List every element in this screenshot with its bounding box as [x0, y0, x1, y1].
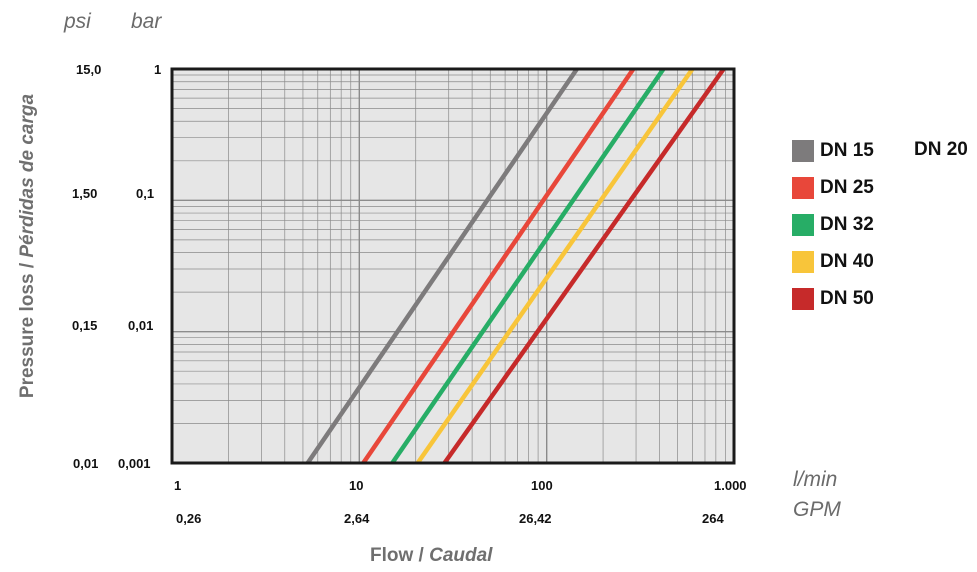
legend-swatch-dn32 [792, 214, 814, 236]
y-axis-title-main: Pressure loss / [17, 257, 38, 399]
series-line-dn25 [361, 67, 636, 465]
x-axis-title: Flow / Caudal [370, 545, 492, 567]
x-axis-title-main: Flow / [370, 545, 430, 566]
y-tick-bar-2: 0,01 [128, 318, 154, 333]
x-tick-gpm-3: 264 [702, 511, 724, 526]
grid-lines [171, 68, 735, 464]
x-axis-title-italic: Caudal [429, 545, 493, 566]
y-tick-bar-1: 0,1 [136, 186, 155, 201]
legend-label-dn20: DN 20 [914, 139, 968, 160]
x-tick-lmin-3: 1.000 [714, 478, 747, 493]
plot-frame [170, 67, 736, 465]
x-tick-lmin-1: 10 [349, 478, 364, 493]
x-unit-gpm: GPM [793, 498, 841, 521]
y-tick-psi-1: 1,50 [72, 186, 98, 201]
y-tick-psi-0: 15,0 [76, 62, 102, 77]
legend-item-dn25: DN 25 [792, 177, 874, 199]
x-tick-gpm-0: 0,26 [176, 511, 202, 526]
x-unit-lmin: l/min [793, 468, 838, 491]
series-line-dn40 [415, 67, 695, 465]
y-unit-psi: psi [64, 10, 91, 33]
x-tick-gpm-2: 26,42 [519, 511, 552, 526]
y-tick-bar-3: 0,001 [118, 456, 151, 471]
legend-swatch-dn25 [792, 177, 814, 199]
y-tick-psi-3: 0,01 [73, 456, 99, 471]
legend-label-dn32: DN 32 [820, 214, 874, 235]
series-line-dn50 [442, 67, 726, 465]
x-tick-gpm-1: 2,64 [344, 511, 370, 526]
y-tick-psi-2: 0,15 [72, 318, 98, 333]
legend-label-dn25: DN 25 [820, 177, 874, 198]
y-unit-bar: bar [131, 10, 162, 33]
y-axis-title: Pressure loss / Pérdidas de carga [17, 66, 39, 426]
series-lines [305, 67, 726, 465]
legend-item-dn15: DN 15 [792, 140, 874, 162]
legend-label-dn15: DN 15 [820, 140, 874, 161]
plot-background [172, 69, 734, 463]
series-line-dn32 [390, 67, 666, 465]
legend-swatch-dn40 [792, 251, 814, 273]
legend-label-dn50: DN 50 [820, 288, 874, 309]
y-tick-bar-0: 1 [154, 62, 162, 77]
x-tick-lmin-0: 1 [174, 478, 182, 493]
x-tick-lmin-2: 100 [531, 478, 553, 493]
legend-label-dn40: DN 40 [820, 251, 874, 272]
legend-item-dn50: DN 50 [792, 288, 874, 310]
legend-item-dn40: DN 40 [792, 251, 874, 273]
y-axis-title-italic: Pérdidas de carga [17, 93, 38, 258]
legend-swatch-dn15 [792, 140, 814, 162]
legend-swatch-dn50 [792, 288, 814, 310]
series-line-dn15 [305, 67, 579, 465]
legend-item-dn32: DN 32 [792, 214, 874, 236]
